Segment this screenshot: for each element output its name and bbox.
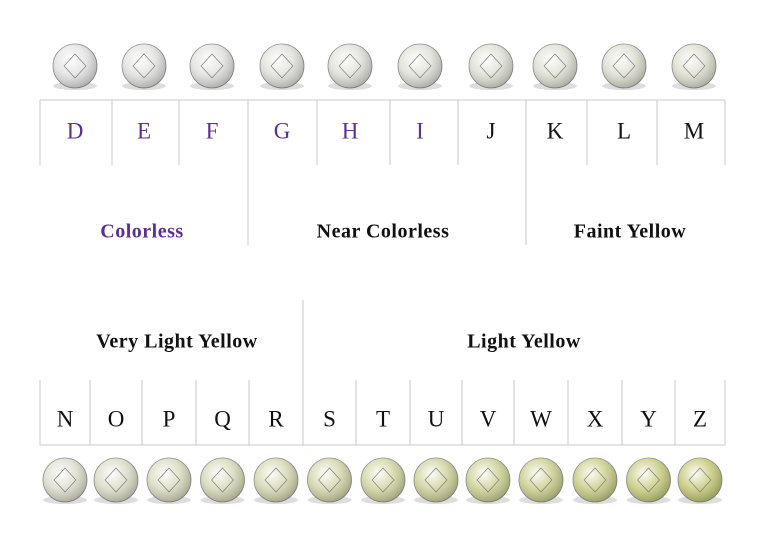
diamond-shine <box>200 458 245 502</box>
diamond-facet <box>476 467 500 493</box>
diamond-shine <box>414 458 458 502</box>
diamond-shine <box>328 44 372 88</box>
diamond-facet <box>408 53 432 79</box>
diamond-shine <box>626 458 671 502</box>
diamond-shine <box>398 44 442 88</box>
diamond-shine <box>254 458 298 502</box>
grade-letter: T <box>376 406 390 431</box>
grade-letter: J <box>487 118 496 143</box>
group-label: Light Yellow <box>467 331 581 353</box>
diamond-facet <box>688 467 712 493</box>
grade-letter: U <box>428 406 445 431</box>
diamond-facet <box>682 53 706 79</box>
diamond-facet <box>157 467 181 493</box>
diamond-shine <box>190 44 234 88</box>
diamond-facet <box>479 53 503 79</box>
diamond-facet <box>63 53 87 79</box>
diamond-shine <box>122 44 166 88</box>
diamond-facet <box>104 467 128 493</box>
diamond-shine <box>573 458 617 502</box>
grade-letter: D <box>67 118 84 143</box>
diamond-shine <box>519 458 563 502</box>
grade-letter: G <box>274 118 291 143</box>
grade-letter: H <box>342 118 359 143</box>
diamond-facet <box>338 53 362 79</box>
diamond-shine <box>361 458 405 502</box>
diamond-facet <box>529 467 553 493</box>
grade-letter: X <box>587 406 604 431</box>
grade-letter: W <box>530 406 552 431</box>
diamond-shine <box>260 44 304 88</box>
grade-letter: Z <box>693 406 707 431</box>
diamond-shine <box>602 44 646 88</box>
diamond-facet <box>543 53 567 79</box>
grade-letter: S <box>323 406 336 431</box>
group-label: Very Light Yellow <box>96 331 258 353</box>
diamond-facet <box>371 467 395 493</box>
grade-letter: F <box>206 118 219 143</box>
diamond-shine <box>678 458 722 502</box>
group-label: Near Colorless <box>317 221 450 243</box>
diamond-facet <box>200 53 224 79</box>
group-label: Colorless <box>100 221 183 243</box>
diamond-facet <box>264 467 288 493</box>
diamond-facet <box>637 467 660 493</box>
diamond-shine <box>672 44 716 88</box>
diamond-shine <box>466 458 510 502</box>
grade-letter: R <box>268 406 284 431</box>
diamond-facet <box>583 467 607 493</box>
diamond-shine <box>53 44 97 88</box>
diamond-facet <box>612 53 636 79</box>
diamond-facet <box>53 467 77 493</box>
diamond-shine <box>94 458 138 502</box>
grade-letter: O <box>108 406 125 431</box>
diamond-shine <box>147 458 191 502</box>
diamond-facet <box>270 53 294 79</box>
diamond-facet <box>424 467 448 493</box>
diamond-shine <box>469 44 513 88</box>
grade-letter: P <box>163 406 176 431</box>
diamond-shine <box>533 44 577 88</box>
grade-letter: N <box>57 406 74 431</box>
diamond-shine <box>307 458 352 502</box>
diamond-facet <box>211 467 234 493</box>
grade-letter: Q <box>214 406 231 431</box>
diamond-shine <box>43 458 87 502</box>
grade-letter: V <box>480 406 497 431</box>
diamond-facet <box>318 467 341 493</box>
diamond-facet <box>132 53 156 79</box>
grade-letter: K <box>547 118 564 143</box>
grade-letter: E <box>137 118 151 143</box>
group-label: Faint Yellow <box>574 221 687 243</box>
grade-letter: Y <box>640 406 657 431</box>
grade-letter: L <box>617 118 631 143</box>
grade-letter: I <box>416 118 424 143</box>
grade-letter: M <box>684 118 704 143</box>
